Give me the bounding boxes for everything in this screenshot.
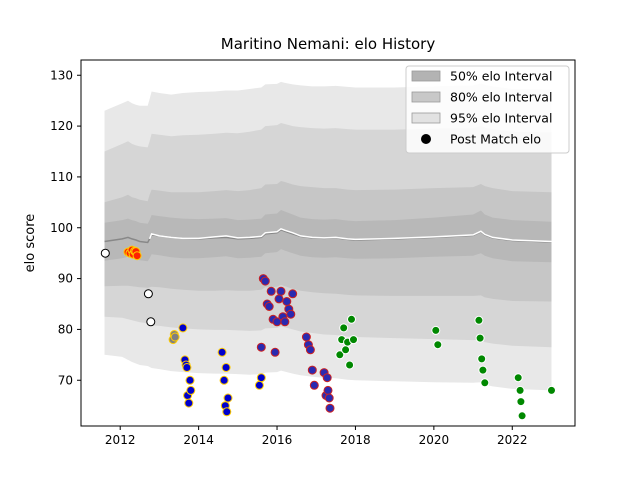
y-tick-label: 130 <box>50 68 73 82</box>
chart-title: Maritino Nemani: elo History <box>221 35 436 53</box>
y-tick-label: 110 <box>50 170 73 184</box>
data-point-blue <box>220 376 228 384</box>
data-point-blue-red <box>325 394 333 402</box>
data-point-blue <box>179 324 187 332</box>
data-point-blue-red <box>323 374 331 382</box>
legend-label: Post Match elo <box>450 132 541 147</box>
data-point-blue-red <box>277 287 285 295</box>
data-point-blue-red <box>306 346 314 354</box>
x-tick-label: 2020 <box>419 433 450 447</box>
data-point-blue <box>186 376 194 384</box>
data-point-blue-red <box>271 348 279 356</box>
data-point-blue <box>218 348 226 356</box>
data-point-blue-red <box>257 343 265 351</box>
x-tick-label: 2014 <box>183 433 214 447</box>
legend-marker <box>421 134 431 144</box>
data-point-green <box>517 398 525 406</box>
data-point-blue-red <box>283 298 291 306</box>
legend-swatch <box>412 113 440 123</box>
data-point-green <box>346 361 354 369</box>
data-point-green <box>478 355 486 363</box>
data-point-green <box>518 412 526 420</box>
data-point-green <box>340 324 348 332</box>
data-point-blue-red <box>267 287 275 295</box>
data-point-green <box>434 341 442 349</box>
data-point-blue-red <box>302 333 310 341</box>
data-point-blue-red <box>287 310 295 318</box>
data-point-white <box>144 290 152 298</box>
data-point-red <box>133 252 141 260</box>
data-point-white <box>147 318 155 326</box>
x-tick-label: 2018 <box>340 433 371 447</box>
x-tick-label: 2016 <box>262 433 293 447</box>
y-tick-label: 100 <box>50 221 73 235</box>
data-point-blue <box>222 364 230 372</box>
y-tick-label: 80 <box>58 322 73 336</box>
y-tick-label: 70 <box>58 373 73 387</box>
data-point-green <box>516 386 524 394</box>
data-point-blue <box>257 374 265 382</box>
data-point-green <box>479 366 487 374</box>
legend-swatch <box>412 92 440 102</box>
data-point-green <box>342 346 350 354</box>
legend-label: 80% elo Interval <box>450 90 552 105</box>
data-point-green <box>348 315 356 323</box>
data-point-blue-red <box>275 295 283 303</box>
x-tick-label: 2022 <box>497 433 528 447</box>
data-point-green <box>475 316 483 324</box>
data-point-blue <box>187 386 195 394</box>
y-tick-label: 90 <box>58 272 73 286</box>
data-point-blue <box>224 394 232 402</box>
y-tick-label: 120 <box>50 119 73 133</box>
data-point-blue-red <box>281 318 289 326</box>
data-point-blue-red <box>310 381 318 389</box>
y-axis-label: elo score <box>23 214 38 273</box>
data-point-white <box>101 249 109 257</box>
data-point-green <box>432 326 440 334</box>
data-point-green <box>548 386 556 394</box>
data-point-blue <box>183 364 191 372</box>
data-point-blue-red <box>308 366 316 374</box>
legend: 50% elo Interval 80% elo Interval 95% elo … <box>406 66 569 153</box>
data-point-green <box>481 379 489 387</box>
data-point-blue-red <box>261 277 269 285</box>
data-point-blue-red <box>265 303 273 311</box>
data-point-grey <box>171 333 179 341</box>
data-point-green <box>514 374 522 382</box>
data-point-green <box>476 334 484 342</box>
data-point-blue-red <box>326 404 334 412</box>
legend-label: 95% elo Interval <box>450 111 552 126</box>
data-point-blue <box>185 399 193 407</box>
data-point-blue <box>255 381 263 389</box>
x-tick-label: 2012 <box>105 433 136 447</box>
data-point-blue-red <box>289 290 297 298</box>
data-point-blue-red <box>324 386 332 394</box>
data-point-green <box>350 336 358 344</box>
legend-swatch <box>412 71 440 81</box>
data-point-blue <box>223 408 231 416</box>
legend-label: 50% elo Interval <box>450 69 552 84</box>
